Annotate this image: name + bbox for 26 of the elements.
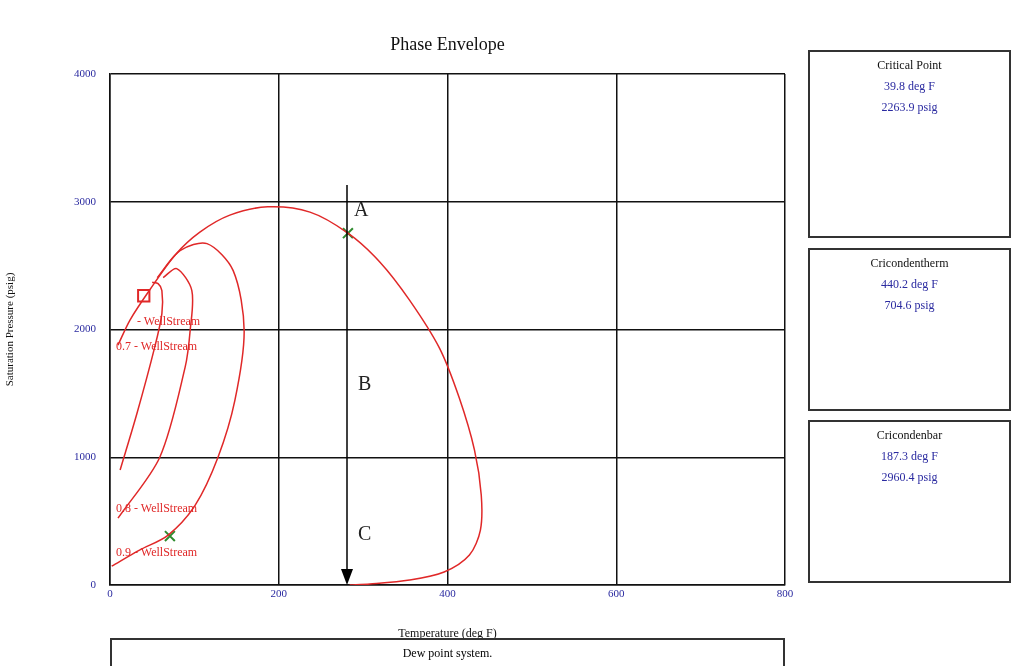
annotation: C [358,522,372,545]
y-tick-label: 2000 [74,322,97,335]
text: Cricondenbar [875,428,944,443]
annotation: 0.9 - WellStream [116,545,198,560]
text: 39.8 deg F [883,79,936,94]
y-tick-label: 4000 [74,66,97,79]
text: Cricondentherm [869,256,950,271]
text: 704.6 psig [883,298,936,313]
text: 2263.9 psig [880,100,939,115]
x-tick-label: 200 [270,587,288,600]
text: Dew point system. [110,638,785,666]
annotation: A [353,198,369,221]
y-tick-label: 3000 [74,194,97,207]
text: 440.2 deg F [880,277,939,292]
x-tick-label: 800 [776,587,794,600]
chart-title: Phase Envelope [390,33,505,54]
x-tick-label: 0 [107,587,114,600]
text: Critical Point [876,58,943,73]
y-tick-label: 0 [90,577,97,590]
annotation: B [358,372,372,395]
text: 187.3 deg F [880,449,939,464]
x-tick-label: 400 [439,587,457,600]
text: 2960.4 psig [880,470,939,485]
x-tick-label: 600 [608,587,625,600]
y-axis-title: Saturation Pressure (psig) [3,272,17,387]
y-tick-label: 1000 [74,450,97,463]
